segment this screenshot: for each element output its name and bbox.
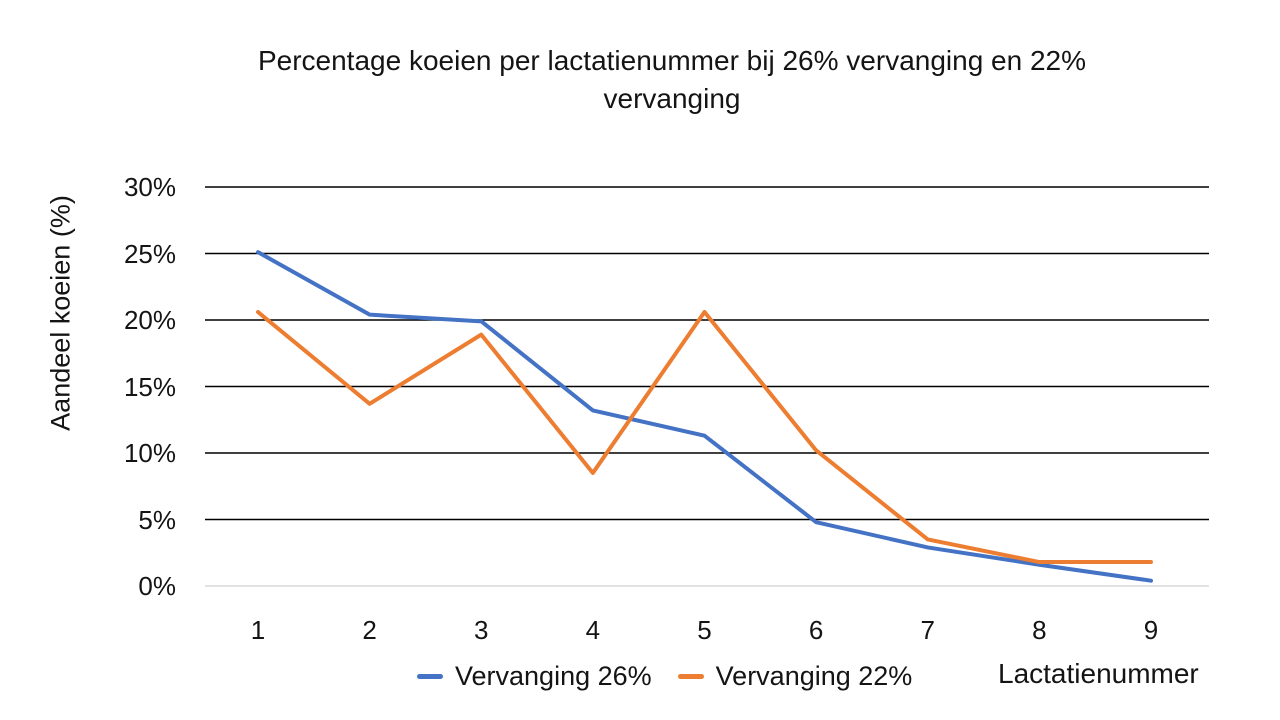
legend: Vervanging 26% Vervanging 22% xyxy=(417,661,912,692)
series-line-vervanging-26- xyxy=(256,250,1153,583)
y-tick-label: 0% xyxy=(138,571,176,601)
x-tick-label: 1 xyxy=(250,615,266,645)
x-tick-label: 7 xyxy=(920,615,935,645)
y-tick-label: 30% xyxy=(123,172,176,202)
y-tick-label: 20% xyxy=(123,305,176,335)
y-tick-label: 5% xyxy=(138,504,176,535)
x-tick-label: 8 xyxy=(1032,615,1047,645)
legend-dash-icon xyxy=(417,674,443,679)
chart-title: Percentage koeien per lactatienummer bij… xyxy=(64,42,1280,118)
legend-dash-icon xyxy=(677,674,704,679)
y-tick-label: 10% xyxy=(123,438,176,468)
x-tick-label: 5 xyxy=(697,615,712,645)
x-axis-title: Lactatienummer xyxy=(998,658,1199,689)
legend-item-vervanging-26: Vervanging 26% xyxy=(417,661,652,692)
chart-title-line-2: vervanging xyxy=(603,83,741,114)
x-tick-label: 3 xyxy=(474,615,489,645)
x-tick-label: 6 xyxy=(808,615,824,645)
chart-title-line-1: Percentage koeien per lactatienummer bij… xyxy=(257,45,1087,76)
x-tick-label: 2 xyxy=(362,615,377,645)
x-tick-label: 4 xyxy=(585,615,601,645)
legend-item-vervanging-22: Vervanging 22% xyxy=(677,661,913,692)
legend-label: Vervanging 22% xyxy=(715,661,913,691)
y-tick-label: 25% xyxy=(123,238,176,269)
y-tick-label: 15% xyxy=(123,371,176,402)
x-tick-label: 9 xyxy=(1143,615,1159,645)
series-line-vervanging-22- xyxy=(256,310,1153,565)
legend-label: Vervanging 26% xyxy=(455,661,652,691)
